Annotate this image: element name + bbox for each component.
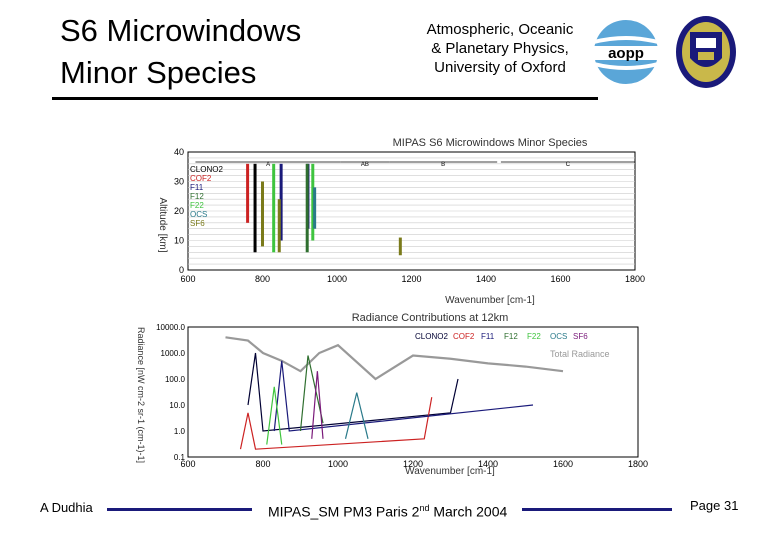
- aopp-logo-icon: aopp: [592, 20, 660, 84]
- radiance-line-ocs: [344, 392, 369, 439]
- chart2-ylabel: Radiance [nW cm-2 sr-1 (cm-1)-1]: [136, 327, 146, 463]
- legend-entry-f12: F12: [190, 192, 204, 201]
- chart2-frame: [187, 326, 639, 458]
- institution-line-1: Atmospheric, Oceanic: [426, 21, 574, 38]
- altitude-bar-f22: [272, 163, 276, 253]
- legend-entry-ocs: OCS: [550, 332, 567, 341]
- band-label: A: [266, 162, 270, 168]
- band-label: AB: [361, 162, 369, 168]
- chart1-xtick: 1000: [327, 274, 347, 284]
- slide-title: S6 Microwindows Minor Species: [60, 10, 390, 94]
- band-label: B: [441, 162, 445, 168]
- altitude-bar-cof2: [246, 163, 250, 223]
- chart1-ytick: 10: [174, 236, 184, 246]
- legend-entry-ocs: OCS: [190, 210, 207, 219]
- chart1-xtick: 1800: [625, 274, 645, 284]
- legend-entry-f12: F12: [504, 332, 518, 341]
- event-suffix: March 2004: [429, 503, 508, 520]
- institution-line-3: University of Oxford: [434, 59, 566, 76]
- title-line-1: S6 Microwindows: [60, 13, 302, 48]
- chart1-ytick: 30: [174, 177, 184, 187]
- chart2-ytick: 10.0: [169, 401, 185, 410]
- chart2-xlabel: Wavenumber [cm-1]: [405, 466, 495, 477]
- altitude-bar-f11: [279, 163, 283, 241]
- chart1-xtick: 600: [180, 274, 195, 284]
- event-prefix: MIPAS_SM PM3 Paris 2: [268, 503, 420, 520]
- altitude-bar-f22: [311, 163, 315, 241]
- chart2-xtick: 1200: [403, 459, 423, 469]
- chart2-xtick: 1800: [628, 459, 648, 469]
- chart1-xtick: 1600: [550, 274, 570, 284]
- radiance-line-f22: [266, 386, 283, 445]
- legend-entry-f22: F22: [527, 332, 541, 341]
- aopp-logo-text: aopp: [608, 45, 644, 62]
- radiance-line-cof2: [239, 397, 433, 450]
- legend-entry-f22: F22: [190, 201, 204, 210]
- chart2-title: Radiance Contributions at 12km: [352, 312, 509, 324]
- institution-line-2: & Planetary Physics,: [431, 40, 569, 57]
- altitude-bar-sf6: [398, 237, 402, 256]
- chart2-ytick: 100.0: [165, 375, 186, 384]
- altitude-bar-sf6: [261, 181, 264, 247]
- legend-entry-f11: F11: [190, 183, 204, 192]
- event-sup: nd: [419, 503, 430, 513]
- radiance-line-sf6: [311, 371, 324, 439]
- title-divider: [52, 97, 598, 100]
- legend-entry-sf6: SF6: [190, 219, 205, 228]
- title-line-2: Minor Species: [60, 55, 257, 90]
- radiance-line-clono2: [247, 352, 459, 432]
- page-number: Page 31: [690, 498, 739, 513]
- altitude-bar-ocs: [313, 187, 317, 229]
- altitude-bar-f12: [305, 163, 309, 253]
- chart1-xtick: 1400: [476, 274, 496, 284]
- radiance-line-f11: [273, 360, 534, 432]
- altitude-bar-sf6: [277, 199, 281, 253]
- total-radiance-label: Total Radiance: [550, 349, 610, 359]
- institution-text: Atmospheric, Oceanic & Planetary Physics…: [395, 20, 605, 77]
- footer-rule-left: [107, 508, 252, 511]
- chart2-xtick: 1000: [328, 459, 348, 469]
- legend-entry-clono2: CLONO2: [415, 332, 448, 341]
- chart1-ytick: 20: [174, 206, 184, 216]
- oxford-crest-icon: [676, 16, 736, 88]
- chart2-xtick: 600: [180, 459, 195, 469]
- radiance-chart: Radiance Contributions at 12km 600 800 100…: [130, 305, 670, 480]
- chart1-title: MIPAS S6 Microwindows Minor Species: [393, 137, 588, 149]
- chart2-ytick: 0.1: [174, 453, 186, 462]
- chart2-xtick: 800: [255, 459, 270, 469]
- legend-entry-cof2: COF2: [190, 174, 212, 183]
- chart2-xtick: 1400: [478, 459, 498, 469]
- chart1-xtick: 1200: [401, 274, 421, 284]
- chart1-xtick: 800: [255, 274, 270, 284]
- radiance-line-total-radiance: [225, 336, 564, 381]
- microwindow-chart-svg: MIPAS S6 Microwindows Minor Species A AB B…: [157, 137, 645, 306]
- legend-entry-cof2: COF2: [453, 332, 475, 341]
- author: A Dudhia: [40, 500, 93, 515]
- footer-rule-right: [522, 508, 672, 511]
- chart2-ytick: 1.0: [174, 427, 186, 436]
- chart2-ytick: 10000.0: [156, 323, 185, 332]
- radiance-chart-svg: Radiance Contributions at 12km 600 800 100…: [136, 312, 648, 477]
- legend-entry-sf6: SF6: [573, 332, 588, 341]
- legend-entry-clono2: CLONO2: [190, 165, 223, 174]
- legend-entry-f11: F11: [481, 332, 495, 341]
- microwindow-chart: MIPAS S6 Microwindows Minor Species A AB B…: [130, 130, 670, 310]
- chart1-ytick: 0: [179, 265, 184, 275]
- event-info: MIPAS_SM PM3 Paris 2nd March 2004: [268, 503, 507, 520]
- altitude-bar-clono2: [253, 163, 257, 253]
- chart1-ytick: 40: [174, 147, 184, 157]
- radiance-line-f12: [299, 355, 324, 432]
- chart2-ytick: 1000.0: [161, 349, 186, 358]
- chart1-ylabel: Altitude [km]: [157, 197, 168, 252]
- band-label: C: [566, 162, 571, 168]
- chart2-xtick: 1600: [553, 459, 573, 469]
- chart1-xlabel: Wavenumber [cm-1]: [445, 295, 535, 306]
